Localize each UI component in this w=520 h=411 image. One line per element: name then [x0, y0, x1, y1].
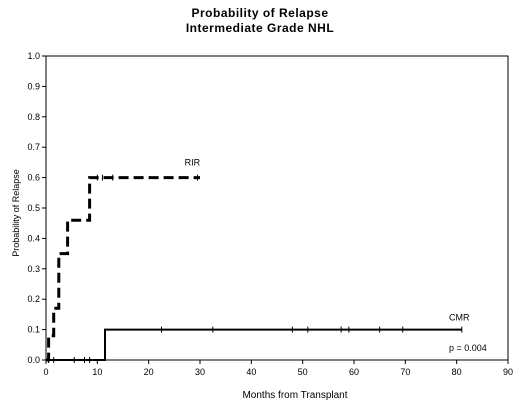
x-tick-label: 0: [43, 367, 48, 377]
annotation-label: p = 0.004: [449, 343, 487, 353]
chart-title: Probability of Relapse: [191, 6, 329, 20]
y-tick-label: 0.3: [27, 264, 40, 274]
plot-frame: [45, 55, 509, 361]
series-line-cmr: [46, 328, 462, 361]
y-tick-label: 0.5: [27, 203, 40, 213]
x-tick-label: 50: [298, 367, 308, 377]
y-tick-label: 0.9: [27, 81, 40, 91]
y-tick-label: 0.8: [27, 112, 40, 122]
annotation-label: CMR: [449, 312, 470, 322]
x-tick-label: 70: [400, 367, 410, 377]
y-tick-label: 0.1: [27, 325, 40, 335]
x-tick-label: 60: [349, 367, 359, 377]
x-tick-label: 40: [246, 367, 256, 377]
annotation-label: RIR: [185, 157, 201, 167]
chart-subtitle: Intermediate Grade NHL: [185, 21, 335, 35]
y-axis-label: Probability of Relapse: [11, 169, 21, 257]
series-line-rir: [46, 176, 200, 362]
y-tick-label: 1.0: [27, 51, 40, 61]
y-tick-label: 0.0: [27, 355, 40, 365]
y-tick-label: 0.2: [27, 294, 40, 304]
y-tick-label: 0.4: [27, 233, 40, 243]
y-tick-label: 0.6: [27, 173, 40, 183]
x-tick-label: 10: [92, 367, 102, 377]
x-tick-label: 20: [144, 367, 154, 377]
x-tick-label: 30: [195, 367, 205, 377]
x-axis-label: Months from Transplant: [242, 390, 348, 401]
x-tick-label: 90: [503, 367, 513, 377]
x-tick-label: 80: [452, 367, 462, 377]
y-tick-label: 0.7: [27, 142, 40, 152]
